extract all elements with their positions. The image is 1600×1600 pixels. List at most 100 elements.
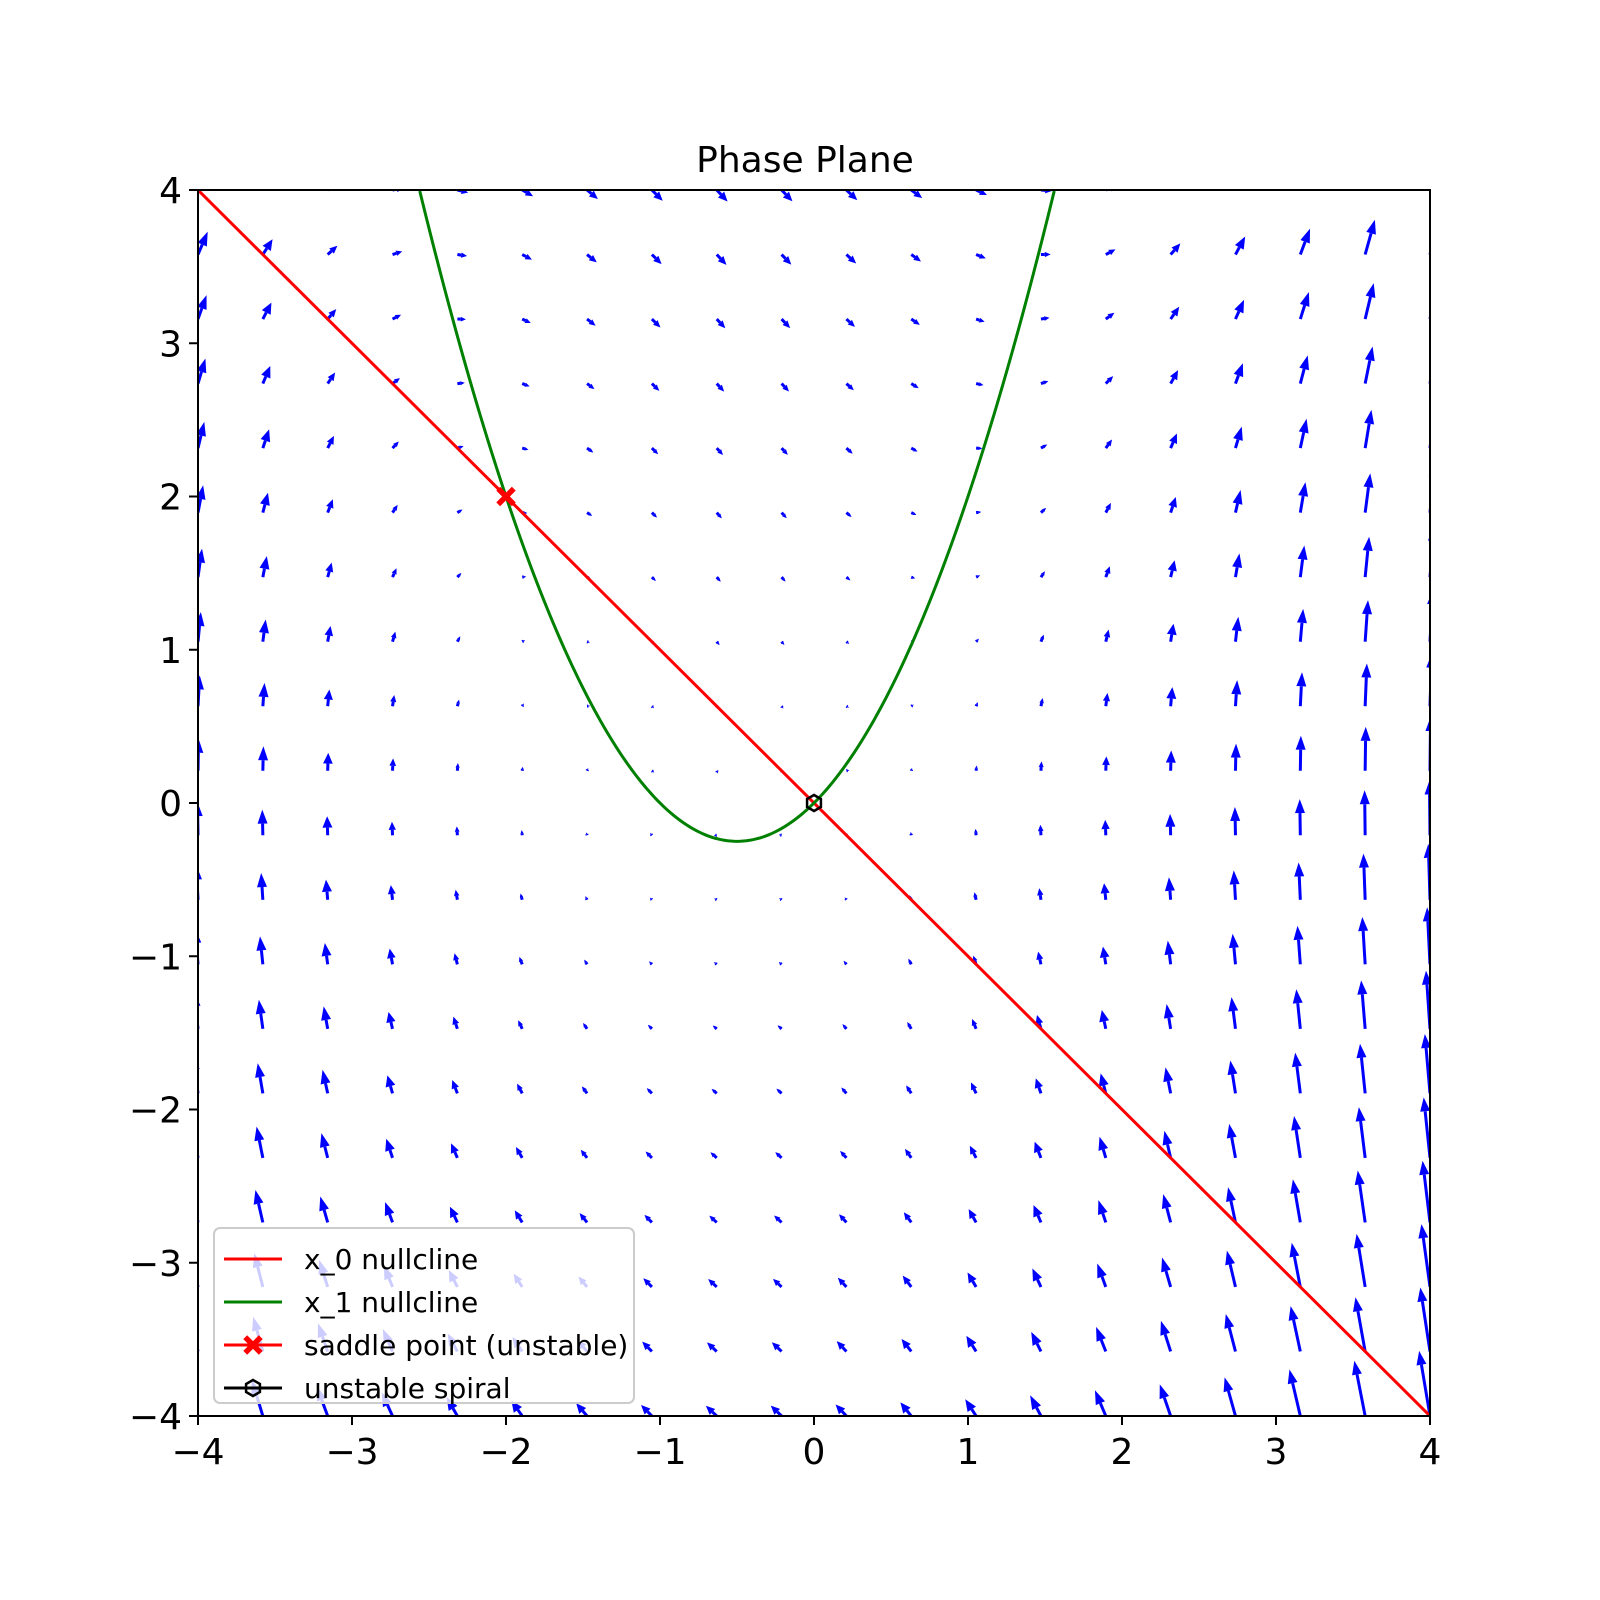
vector-arrow (585, 896, 589, 901)
y-tick-label: −2 (129, 1091, 182, 1132)
vector-arrow (1352, 1360, 1367, 1416)
vector-arrow (1223, 1377, 1237, 1416)
vector-arrow (904, 1148, 913, 1159)
vector-arrow (778, 961, 783, 966)
vector-arrow (1094, 1390, 1108, 1416)
vector-arrow (1352, 1297, 1367, 1352)
vector-arrow (520, 703, 525, 707)
vector-arrow (1102, 756, 1110, 771)
vector-arrow (449, 1206, 459, 1224)
vector-arrow (845, 640, 850, 644)
vector-arrow (586, 317, 596, 326)
vector-arrow (1169, 433, 1178, 449)
y-tick-label: −3 (129, 1244, 182, 1285)
vector-arrow (845, 576, 851, 581)
vector-arrow (1160, 1320, 1173, 1352)
vector-arrow (910, 317, 920, 325)
vector-arrow (1166, 687, 1177, 707)
vector-arrow (1096, 1326, 1108, 1353)
vector-arrow (1358, 917, 1369, 965)
vector-arrow (391, 568, 397, 578)
y-tick-label: 0 (159, 784, 182, 825)
vector-arrow (649, 832, 654, 837)
vector-arrow (966, 1335, 978, 1353)
vector-arrow (974, 702, 979, 707)
vector-arrow (260, 429, 271, 449)
vector-arrow (710, 1152, 718, 1160)
vector-arrow (1288, 1306, 1302, 1352)
vector-arrow (579, 1213, 589, 1224)
vector-arrow (1363, 473, 1374, 513)
vector-arrow (650, 253, 662, 265)
legend-item: saddle point (unstable) (224, 1329, 628, 1362)
vector-arrow (1039, 698, 1044, 707)
vector-arrow (1040, 251, 1051, 258)
vector-arrow (1298, 355, 1310, 384)
vector-arrow (715, 382, 725, 392)
vector-arrow (1098, 1136, 1109, 1159)
vector-arrow (1287, 1369, 1302, 1416)
vector-arrow (713, 962, 718, 966)
vector-arrow (1161, 1194, 1173, 1223)
vector-arrow (1036, 951, 1044, 965)
vector-arrow (975, 575, 981, 579)
vector-arrow (780, 640, 785, 645)
vector-arrow (1292, 989, 1303, 1029)
vector-arrow (455, 763, 460, 771)
vector-arrow (521, 317, 531, 324)
vector-arrow (778, 833, 782, 837)
vector-arrow (1294, 862, 1305, 900)
x-tick-label: −4 (171, 1432, 224, 1473)
x-tick-label: 2 (1111, 1432, 1134, 1473)
vector-arrow (1224, 1314, 1237, 1352)
vector-arrow (1233, 426, 1243, 449)
vector-arrow (902, 1275, 913, 1288)
vector-arrow (390, 631, 397, 643)
vector-arrow (843, 960, 848, 966)
vector-arrow (973, 892, 978, 901)
vector-arrow (779, 897, 783, 901)
vector-arrow (713, 833, 717, 837)
vector-arrow (258, 682, 269, 707)
vector-arrow (1104, 566, 1111, 578)
unstable-spiral-marker (805, 793, 823, 813)
vector-arrow (253, 1189, 265, 1223)
vector-arrow (325, 562, 334, 578)
vector-arrow (910, 382, 919, 389)
vector-arrow (649, 961, 653, 966)
vector-arrow (1296, 608, 1307, 642)
vector-arrow (1418, 1224, 1430, 1288)
vector-arrow (1034, 1141, 1043, 1159)
vector-arrow (1104, 502, 1111, 514)
vector-arrow (1163, 1067, 1174, 1094)
legend-label: saddle point (unstable) (304, 1329, 628, 1362)
vector-arrow (1168, 496, 1177, 514)
vector-arrow (780, 576, 786, 582)
vector-arrow (845, 253, 857, 264)
vector-arrow (1165, 750, 1176, 771)
vector-arrow (838, 1214, 848, 1224)
vector-arrow (1104, 312, 1115, 321)
vector-arrow (1417, 1287, 1430, 1352)
vector-arrow (715, 318, 726, 329)
vector-arrow (457, 316, 466, 322)
vector-arrow (322, 816, 333, 836)
vector-arrow (586, 382, 595, 390)
vector-arrow (1226, 1187, 1237, 1223)
vector-arrow (650, 511, 658, 518)
vector-arrow (453, 889, 460, 901)
vector-arrow (1298, 292, 1310, 320)
vector-arrow (1290, 1179, 1302, 1223)
vector-arrow (319, 1196, 330, 1223)
vector-arrow (646, 1088, 653, 1095)
vector-arrow (451, 1079, 459, 1094)
vector-arrow (521, 253, 532, 260)
vector-arrow (780, 253, 792, 265)
vector-arrow (771, 1342, 783, 1353)
vector-arrow (450, 1143, 459, 1159)
vector-arrow (586, 446, 594, 453)
vector-arrow (975, 382, 984, 387)
vector-arrow (1164, 940, 1175, 965)
vector-arrow (967, 1272, 978, 1288)
vector-arrow (780, 511, 787, 519)
